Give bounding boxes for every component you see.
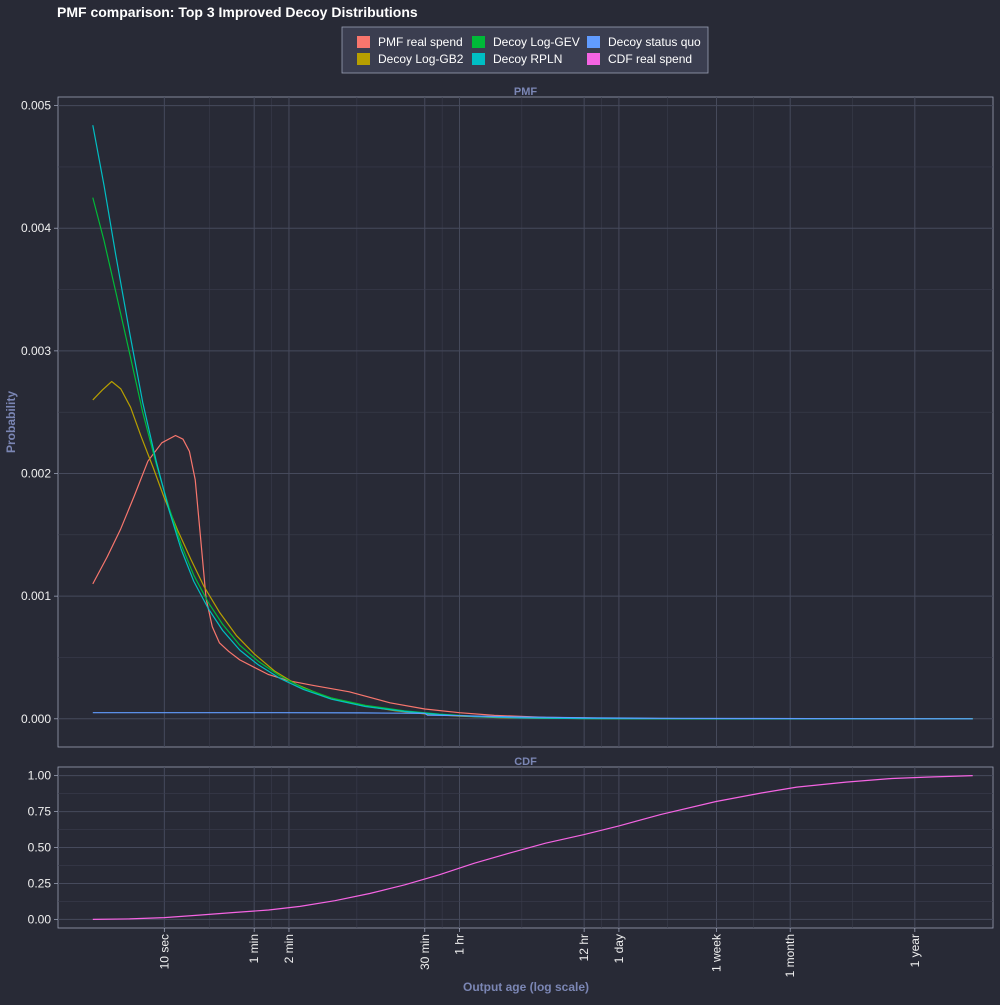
legend-key — [472, 53, 485, 65]
y-tick-label: 0.002 — [21, 467, 51, 481]
y-tick-label: 0.00 — [28, 912, 52, 926]
legend-key — [472, 36, 485, 48]
legend-label: Decoy RPLN — [493, 52, 562, 66]
y-tick-label: 0.25 — [28, 876, 52, 890]
legend-label: PMF real spend — [378, 35, 463, 49]
panel-cdf: 0.00 0.25 0.50 0.75 1.00 CDF — [28, 756, 994, 929]
legend-key — [357, 36, 370, 48]
x-tick-label: 1 month — [783, 934, 797, 977]
y-tick-label: 0.75 — [28, 805, 52, 819]
x-axis-title: Output age (log scale) — [463, 980, 589, 994]
panel-strip-label: CDF — [514, 756, 537, 768]
x-tick-label: 2 min — [282, 934, 296, 963]
x-tick-label: 1 hr — [453, 934, 467, 955]
legend-label: CDF real spend — [608, 52, 692, 66]
y-tick-label: 0.000 — [21, 712, 51, 726]
chart-title: PMF comparison: Top 3 Improved Decoy Dis… — [57, 4, 418, 20]
y-tick-label: 0.50 — [28, 841, 52, 855]
x-tick-label: 1 week — [709, 933, 723, 972]
legend-label: Decoy status quo — [608, 35, 701, 49]
legend-key — [587, 53, 600, 65]
x-tick-label: 1 day — [612, 934, 626, 963]
panel-pmf: 0.000 0.001 0.002 0.003 0.004 0.005 PMF Probabi… — [4, 86, 994, 748]
legend-key — [357, 53, 370, 65]
plot-area — [57, 96, 994, 748]
panel-strip-label: PMF — [514, 86, 538, 98]
x-tick-label: 1 year — [908, 934, 922, 967]
legend-box — [341, 26, 709, 74]
y-tick-label: 0.004 — [21, 221, 51, 235]
series-line-decoy-rpln — [92, 125, 973, 720]
series-line-decoy-status-quo — [92, 712, 973, 720]
legend: PMF real spend Decoy Log-GB2 Decoy Log-GEV… — [341, 26, 709, 74]
y-tick-label: 0.003 — [21, 344, 51, 358]
x-tick-label: 12 hr — [577, 934, 591, 961]
x-tick-label: 10 sec — [157, 934, 171, 969]
x-tick-label: 1 min — [247, 934, 261, 963]
y-tick-label: 0.005 — [21, 99, 51, 113]
legend-key — [587, 36, 600, 48]
series-line-cdf-real-spend — [92, 775, 973, 920]
y-axis-title: Probability — [4, 391, 18, 453]
legend-label: Decoy Log-GB2 — [378, 52, 464, 66]
x-tick-label: 30 min — [418, 934, 432, 970]
series-line-pmf-real-spend — [92, 434, 973, 720]
x-axis: 10 sec 1 min 2 min 30 min 1 hr 12 hr 1 day 1 we… — [157, 928, 922, 977]
y-tick-label: 1.00 — [28, 769, 52, 783]
y-tick-label: 0.001 — [21, 589, 51, 603]
legend-label: Decoy Log-GEV — [493, 35, 580, 49]
